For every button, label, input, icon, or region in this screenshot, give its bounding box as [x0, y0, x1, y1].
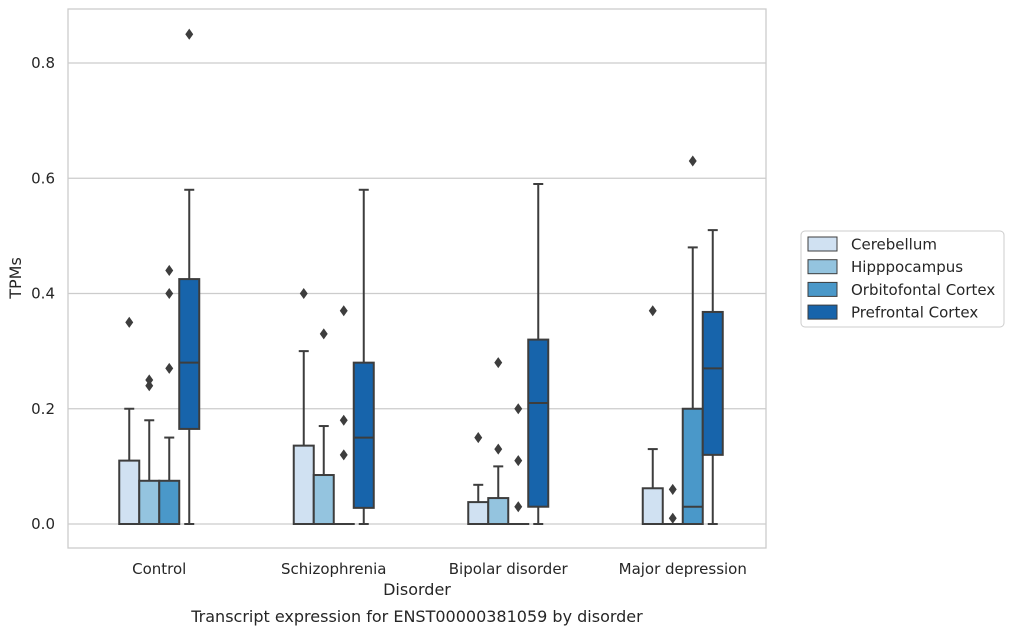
outlier-point — [668, 512, 677, 524]
y-tick-label: 0.6 — [31, 169, 55, 187]
box-body — [138, 479, 161, 525]
legend: Cerebellum Hipppocampus Orbitofontal Corte… — [800, 230, 1005, 328]
legend-swatch — [807, 281, 838, 297]
outlier-point — [165, 264, 174, 276]
x-tick-labels: Control Schizophrenia Bipolar disorder Majo… — [132, 560, 747, 578]
boxes — [118, 28, 724, 526]
outlier-point — [125, 316, 134, 328]
outlier-point — [165, 287, 174, 300]
box-prefrontal-cortex — [178, 28, 201, 525]
legend-swatch — [807, 304, 838, 320]
x-tick-label: Major depression — [619, 560, 747, 578]
outlier-point — [648, 305, 657, 317]
box-prefrontal-cortex — [352, 188, 375, 525]
outlier-point — [514, 455, 523, 467]
outlier-point — [145, 374, 154, 386]
box-body — [467, 501, 490, 526]
outlier-point — [514, 501, 523, 513]
y-tick-label: 0.2 — [31, 400, 55, 418]
y-tick-label: 0.8 — [31, 54, 55, 72]
box-orbitofontal-cortex — [681, 155, 704, 525]
plot-area — [67, 8, 767, 549]
outlier-point — [165, 362, 174, 374]
box-orbitofontal-cortex — [507, 403, 530, 526]
box-cerebellum — [292, 287, 315, 526]
box-hipppocampus — [487, 357, 510, 526]
box-body — [312, 474, 335, 525]
x-axis-title: Disorder — [383, 580, 451, 599]
legend-label: Prefrontal Cortex — [851, 304, 978, 322]
outlier-point — [474, 432, 483, 444]
box-hipppocampus — [661, 483, 684, 526]
outlier-point — [339, 449, 348, 461]
box-hipppocampus — [312, 328, 335, 525]
box-body — [701, 310, 724, 456]
box-body — [487, 497, 510, 526]
outlier-point — [319, 328, 328, 340]
box-orbitofontal-cortex — [158, 264, 181, 525]
x-tick-label: Bipolar disorder — [449, 560, 569, 578]
outlier-point — [299, 287, 308, 300]
legend-label: Cerebellum — [851, 236, 937, 254]
box-body — [178, 278, 201, 430]
x-tick-label: Schizophrenia — [281, 560, 386, 578]
box-body — [118, 459, 141, 525]
outlier-point — [145, 380, 154, 392]
box-orbitofontal-cortex — [332, 305, 355, 526]
y-tick-labels: 0.0 0.2 0.4 0.6 0.8 — [31, 54, 55, 533]
box-body — [158, 479, 181, 525]
legend-swatch — [807, 236, 838, 252]
outlier-point — [185, 28, 194, 40]
box-hipppocampus — [138, 374, 161, 525]
y-axis-title: TPMs — [6, 257, 25, 300]
legend-label: Hipppocampus — [851, 258, 963, 276]
y-tick-label: 0.0 — [31, 515, 55, 533]
box-body — [292, 444, 315, 526]
outlier-point — [688, 155, 697, 167]
outlier-point — [339, 305, 348, 317]
outlier-point — [339, 414, 348, 426]
outlier-point — [668, 483, 677, 495]
box-prefrontal-cortex — [527, 183, 550, 525]
outlier-point — [494, 357, 503, 369]
y-tick-label: 0.4 — [31, 285, 55, 303]
legend-swatch — [807, 259, 838, 275]
outlier-point — [514, 403, 523, 415]
box-body — [352, 361, 375, 509]
box-cerebellum — [467, 432, 490, 526]
box-prefrontal-cortex — [701, 229, 724, 525]
box-cerebellum — [118, 316, 141, 525]
figure-caption: Transcript expression for ENST0000038105… — [190, 607, 643, 626]
box-body — [527, 338, 550, 508]
legend-label: Orbitofontal Cortex — [851, 281, 995, 299]
outlier-point — [494, 443, 503, 455]
box-cerebellum — [641, 305, 664, 525]
box-body — [641, 487, 664, 525]
x-tick-label: Control — [132, 560, 186, 578]
legend-frame — [800, 230, 1005, 328]
box-body — [681, 407, 704, 525]
